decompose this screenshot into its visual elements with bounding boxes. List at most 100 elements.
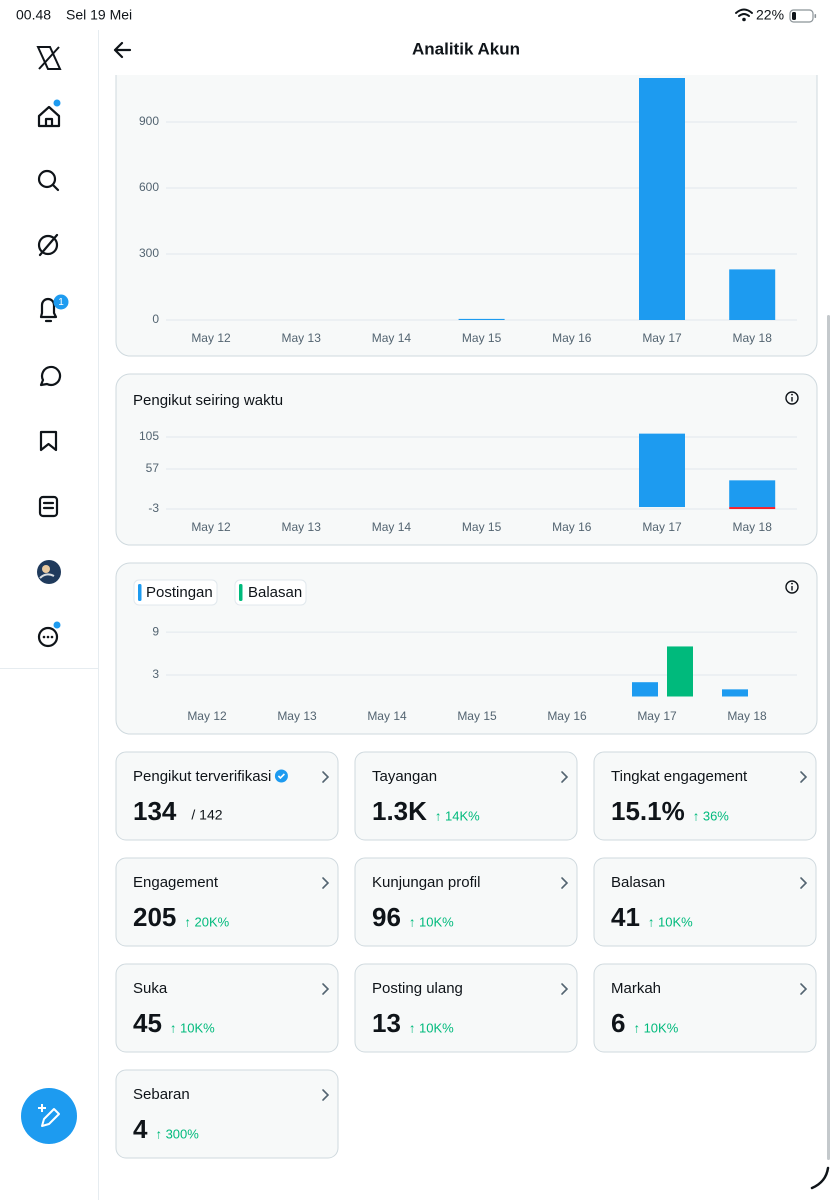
scrollbar xyxy=(827,315,830,1160)
status-bar xyxy=(0,0,834,30)
chevron-icon xyxy=(322,1089,330,1101)
messages-icon[interactable] xyxy=(39,365,62,387)
stat-value: 4 xyxy=(133,1114,148,1144)
bar xyxy=(729,480,776,508)
bar xyxy=(639,78,685,320)
y-tick-label: 300 xyxy=(139,246,159,260)
stat-card-bg xyxy=(593,857,817,947)
stat-value: 1.3K xyxy=(372,796,427,826)
stat-card-bg xyxy=(354,857,578,947)
stat-total: / 142 xyxy=(191,807,222,823)
chevron-icon xyxy=(800,983,808,995)
home-icon[interactable] xyxy=(37,99,61,128)
x-tick-label: May 15 xyxy=(462,520,502,534)
status-time: 00.48 xyxy=(16,7,51,23)
y-tick-label: 600 xyxy=(139,180,159,194)
stat-card[interactable]: Balasan 41 ↑ 10K% xyxy=(593,857,817,947)
verified-check xyxy=(277,773,285,780)
legend-swatch xyxy=(239,584,243,601)
stat-card[interactable]: Kunjungan profil 96 ↑ 10K% xyxy=(354,857,578,947)
y-tick-label: 900 xyxy=(139,114,159,128)
status-date: Sel 19 Mei xyxy=(66,7,132,23)
stat-card[interactable]: Suka 45 ↑ 10K% xyxy=(115,963,339,1053)
compose-button[interactable] xyxy=(21,1088,77,1144)
legend-item[interactable]: Balasan xyxy=(234,579,307,606)
x-tick-label: May 13 xyxy=(282,331,322,345)
stat-title: Markah xyxy=(611,980,661,997)
chevron-icon xyxy=(561,877,569,889)
stat-card[interactable]: Markah 6 ↑ 10K% xyxy=(593,963,817,1053)
stat-card[interactable]: Tayangan 1.3K ↑ 14K% xyxy=(354,751,578,841)
stat-card[interactable]: Sebaran 4 ↑ 300% xyxy=(115,1069,339,1159)
stat-card[interactable]: Engagement 205 ↑ 20K% xyxy=(115,857,339,947)
stat-change: ↑ 10K% xyxy=(170,1020,215,1035)
stat-value: 45 xyxy=(133,1008,162,1038)
bar xyxy=(729,269,776,320)
stat-title: Suka xyxy=(133,980,168,997)
x-tick-label: May 17 xyxy=(642,331,682,345)
x-tick-label: May 12 xyxy=(187,709,227,723)
stat-card[interactable]: Pengikut terverifikasi 134 / 142 xyxy=(115,751,339,841)
header xyxy=(99,30,834,75)
x-tick-label: May 17 xyxy=(637,709,677,723)
search-icon[interactable] xyxy=(37,169,60,192)
stat-value: 15.1% xyxy=(611,796,685,826)
stat-card-bg xyxy=(593,963,817,1053)
stat-card[interactable]: Tingkat engagement 15.1% ↑ 36% xyxy=(593,751,817,841)
x-tick-label: May 14 xyxy=(372,520,412,534)
notification-badge: 1 xyxy=(58,297,64,308)
wifi-icon xyxy=(735,8,753,22)
stat-change: ↑ 36% xyxy=(693,808,730,823)
stat-title: Pengikut terverifikasi xyxy=(133,768,271,785)
y-tick-label: 57 xyxy=(146,461,160,475)
x-tick-label: May 16 xyxy=(552,331,592,345)
bar xyxy=(729,507,776,510)
stat-card-bg xyxy=(115,1069,339,1159)
stat-card-bg xyxy=(115,963,339,1053)
stat-card-bg xyxy=(115,857,339,947)
stat-title: Posting ulang xyxy=(372,980,463,997)
stat-value: 41 xyxy=(611,902,640,932)
info-icon[interactable] xyxy=(785,391,799,405)
info-icon[interactable] xyxy=(785,580,799,594)
x-tick-label: May 18 xyxy=(733,520,773,534)
x-logo[interactable] xyxy=(36,46,62,70)
stat-title: Tingkat engagement xyxy=(611,768,748,785)
charts: 0 300 600 900 May 12 May 13 May 14 May 15 May 16… xyxy=(139,78,797,723)
x-tick-label: May 12 xyxy=(191,331,231,345)
stat-title: Engagement xyxy=(133,874,219,891)
back-button[interactable] xyxy=(113,41,132,59)
stat-value: 134 xyxy=(133,796,177,826)
stat-title: Tayangan xyxy=(372,768,437,785)
grok-icon[interactable] xyxy=(37,233,59,257)
x-tick-label: May 18 xyxy=(727,709,767,723)
x-tick-label: May 15 xyxy=(457,709,497,723)
profile-avatar[interactable] xyxy=(37,560,61,584)
chevron-icon xyxy=(561,771,569,783)
stat-value: 6 xyxy=(611,1008,625,1038)
legend-item[interactable]: Postingan xyxy=(133,579,218,606)
stat-card[interactable]: Posting ulang 13 ↑ 10K% xyxy=(354,963,578,1053)
bar xyxy=(667,646,693,697)
y-tick-label: 105 xyxy=(139,429,159,443)
battery-percent: 22% xyxy=(756,7,784,23)
x-tick-label: May 17 xyxy=(642,520,682,534)
stat-cards: Pengikut terverifikasi 134 / 142 Tayangan 1.… xyxy=(115,751,817,1159)
bookmarks-icon[interactable] xyxy=(39,430,58,452)
bar xyxy=(458,318,505,320)
more-icon[interactable] xyxy=(37,621,61,648)
stat-card-bg xyxy=(354,963,578,1053)
stat-title: Balasan xyxy=(611,874,665,891)
stat-change: ↑ 10K% xyxy=(409,1020,454,1035)
legend-label: Balasan xyxy=(248,584,302,601)
chevron-icon xyxy=(561,983,569,995)
bar xyxy=(639,433,685,508)
stat-title: Sebaran xyxy=(133,1086,190,1103)
main-content: Pengikut seiring waktu Postingan Balasan… xyxy=(115,75,830,1160)
lists-icon[interactable] xyxy=(38,495,59,518)
x-tick-label: May 16 xyxy=(547,709,587,723)
notifications-icon[interactable]: 1 xyxy=(39,294,69,323)
y-tick-label: 0 xyxy=(152,312,159,326)
chart-card xyxy=(115,75,818,357)
